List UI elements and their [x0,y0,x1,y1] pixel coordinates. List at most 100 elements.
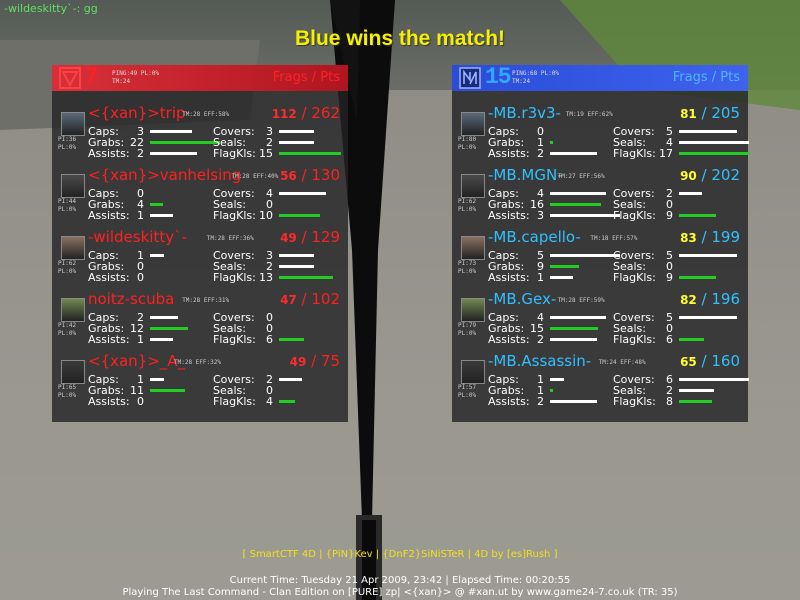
player-ping: PI:62 PL:0% [458,198,477,213]
stat-label: Grabs: [488,322,525,335]
stat-bar [679,141,749,144]
mod-credits: [ SmartCTF 4D | {PiN}Kev | {DnF2}SiNiSTe… [242,549,558,560]
stat-bar [679,152,749,155]
stat-bar [279,152,341,155]
stat-label: Caps: [488,311,519,324]
player-frags-pts: 112 / 262 [271,104,340,122]
stat-bar [279,276,333,279]
player-ping: PI:79 PL:0% [458,322,477,337]
stat-label: FlagKls: [213,271,256,284]
player-pts: 130 [311,166,340,184]
stat-label: Grabs: [88,384,125,397]
stat-label: Assists: [88,395,130,408]
stat-value: 1 [537,271,544,284]
stat-label: Caps: [88,373,119,386]
stat-bar [550,141,553,144]
red-team-header: 7 PING:49 PL:0% TM:24 Frags / Pts [52,64,348,91]
stat-label: Seals: [213,198,246,211]
stat-bar [550,203,601,206]
player-name: -MB.MGN- [488,166,563,184]
stat-value: 17 [659,147,673,160]
stat-label: Seals: [613,322,646,335]
stat-value: 1 [537,136,544,149]
player-frags: 56 [280,169,297,183]
player-face-icon [461,236,485,260]
player-frags: 49 [289,355,307,369]
stat-value: 9 [666,271,673,284]
stat-value: 2 [537,333,544,346]
stat-value: 16 [530,198,544,211]
stat-value: 2 [137,147,144,160]
red-team-logo-icon [59,67,81,89]
stat-value: 1 [537,373,544,386]
stat-bar [150,152,197,155]
stat-bar [279,378,302,381]
player-time-eff: TM:28 EFF:59% [557,297,605,304]
player-ping: PI:62 PL:0% [58,260,77,275]
stat-value: 2 [666,187,673,200]
stat-value: 0 [666,198,673,211]
player-pts: 102 [311,290,340,308]
player-frags: 90 [680,169,697,183]
player-pts: 129 [311,228,340,246]
stat-value: 0 [137,260,144,273]
stat-value: 4 [666,136,673,149]
blue-team-ping: PING:68 PL:0% TM:24 [512,70,559,85]
stat-label: Caps: [88,187,119,200]
stat-value: 15 [259,147,273,160]
stat-label: Assists: [88,209,130,222]
match-result-banner: Blue wins the match! [294,27,506,50]
stat-bar [679,214,716,217]
stat-value: 1 [137,249,144,262]
player-face-icon [61,298,85,322]
stat-value: 1 [137,333,144,346]
stat-bar [150,316,178,319]
stat-bar [150,327,188,330]
stat-label: Caps: [488,125,519,138]
stat-label: Covers: [613,249,655,262]
player-row: PI:36 PL:0% <{xan}>trip TM:28 EFF:58% 112 / … [52,102,348,164]
stat-value: 0 [137,271,144,284]
stat-value: 4 [266,395,273,408]
player-row: PI:79 PL:0% -MB.Gex- TM:28 EFF:59% 82 / 196 C… [452,288,748,350]
stat-bar [550,389,553,392]
stat-label: FlagKls: [613,395,656,408]
stat-label: FlagKls: [613,271,656,284]
stat-bar [150,214,173,217]
stat-label: FlagKls: [613,209,656,222]
player-name: -MB.capello- [488,228,581,246]
player-time-eff: TM:24 EFF:48% [598,359,646,366]
stat-bar [550,276,573,279]
stat-bar [279,338,304,341]
stat-bar [279,141,314,144]
stat-bar [150,130,192,133]
stat-label: Covers: [613,373,655,386]
stat-label: Covers: [213,373,255,386]
player-frags: 112 [271,107,297,121]
player-name: -wildeskitty`- [88,228,187,246]
stat-label: Seals: [213,322,246,335]
stat-bar [679,192,702,195]
blue-team-logo-icon [459,67,481,89]
player-frags-pts: 65 / 160 [680,352,740,370]
stat-bar [550,327,598,330]
stat-label: Grabs: [488,136,525,149]
stat-label: Covers: [613,125,655,138]
player-row: PI:73 PL:0% -MB.capello- TM:18 EFF:57% 83 / … [452,226,748,288]
player-row: PI:62 PL:0% -wildeskitty`- TM:28 EFF:36% 49 … [52,226,348,288]
player-name: -MB.Gex- [488,290,557,308]
player-face-icon [61,236,85,260]
stat-value: 2 [266,260,273,273]
stat-value: 22 [130,136,144,149]
stat-label: Assists: [488,147,530,160]
stat-value: 10 [259,209,273,222]
player-ping: PI:44 PL:0% [58,198,77,213]
stat-bar [279,192,326,195]
stat-value: 11 [130,384,144,397]
blue-team-score: 15 [485,64,512,90]
frags-pts-label: Frags / Pts [672,70,740,85]
player-pts: 262 [311,104,340,122]
stat-label: Grabs: [488,260,525,273]
stat-label: Assists: [488,333,530,346]
blue-team-header: 15 PING:68 PL:0% TM:24 Frags / Pts [452,64,748,91]
